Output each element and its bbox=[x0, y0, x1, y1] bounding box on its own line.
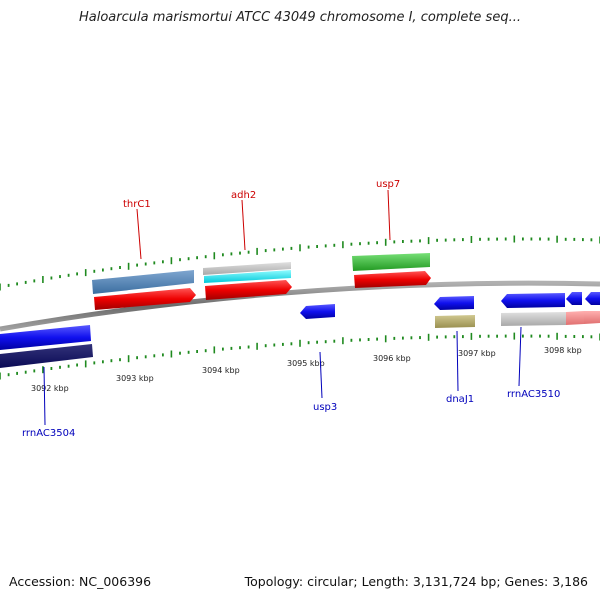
tick-label: 3096 kbp bbox=[373, 354, 411, 363]
tick-label: 3093 kbp bbox=[116, 374, 154, 383]
gene-feature-usp3[interactable] bbox=[300, 304, 335, 319]
bottom-gene-labels: rrnAC3504 usp3 dnaJ1 rrnAC3510 bbox=[22, 326, 560, 439]
gene-feature-rrnAC3504[interactable] bbox=[0, 325, 93, 368]
gene-label-thrC1[interactable]: thrC1 bbox=[123, 199, 151, 210]
gene-feature-usp7[interactable] bbox=[352, 253, 431, 288]
top-gene-labels: thrC1 adh2 usp7 bbox=[123, 179, 400, 260]
gene-feature-thrC1[interactable] bbox=[92, 270, 196, 310]
tick-label: 3092 kbp bbox=[31, 384, 69, 393]
gene-label-dnaJ1[interactable]: dnaJ1 bbox=[446, 394, 474, 405]
gene-feature-rrnAC3510[interactable] bbox=[501, 292, 600, 326]
inner-tick-ring bbox=[0, 332, 600, 380]
tick-label: 3094 kbp bbox=[202, 366, 240, 375]
tick-label: 3095 kbp bbox=[287, 359, 325, 368]
genome-summary-text: Topology: circular; Length: 3,131,724 bp… bbox=[244, 574, 588, 589]
gene-label-usp7[interactable]: usp7 bbox=[376, 179, 400, 190]
gene-label-adh2[interactable]: adh2 bbox=[231, 190, 256, 201]
gene-label-rrnAC3510[interactable]: rrnAC3510 bbox=[507, 389, 560, 400]
position-tick-labels: 3092 kbp 3093 kbp 3094 kbp 3095 kbp 3096… bbox=[31, 346, 582, 393]
outer-tick-ring bbox=[0, 235, 600, 291]
gene-label-usp3[interactable]: usp3 bbox=[313, 402, 337, 413]
gene-feature-adh2[interactable] bbox=[203, 262, 292, 300]
tick-label: 3098 kbp bbox=[544, 346, 582, 355]
map-title: Haloarcula marismortui ATCC 43049 chromo… bbox=[79, 10, 521, 25]
chromosome-backbone bbox=[0, 280, 600, 332]
gene-label-rrnAC3504[interactable]: rrnAC3504 bbox=[22, 428, 75, 439]
tick-label: 3097 kbp bbox=[458, 349, 496, 358]
accession-text: Accession: NC_006396 bbox=[9, 574, 152, 589]
gene-feature-dnaJ1[interactable] bbox=[434, 296, 475, 328]
